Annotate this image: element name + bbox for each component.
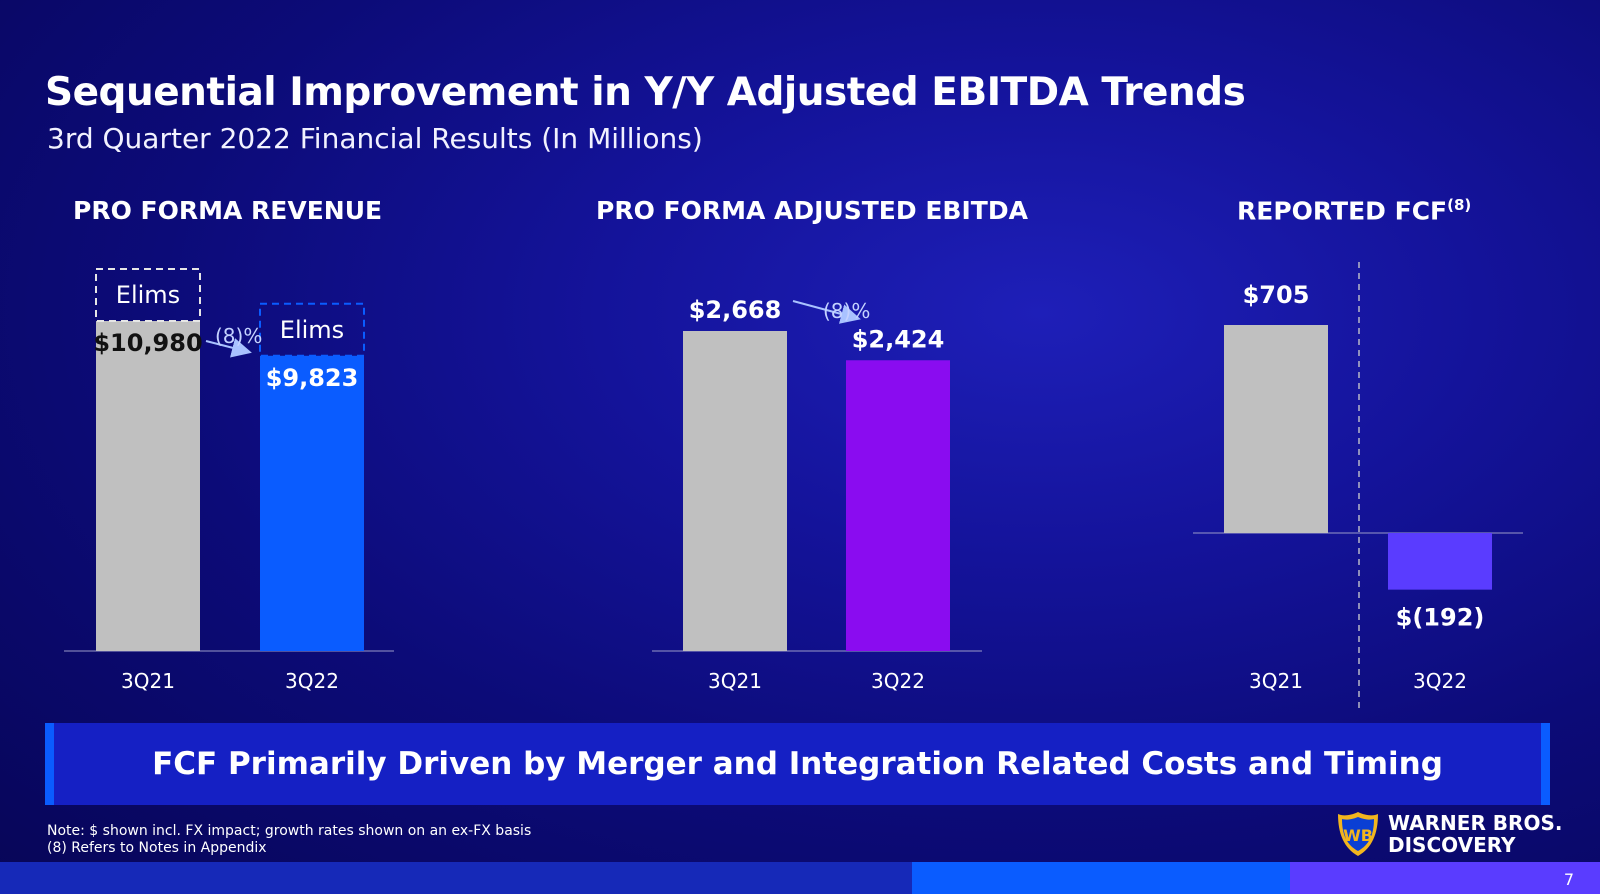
svg-text:WB: WB — [1343, 826, 1373, 845]
logo-line-2: DISCOVERY — [1388, 833, 1516, 857]
revenue-chart-title: PRO FORMA REVENUE — [73, 196, 383, 225]
ebitda-change-arrow — [792, 300, 861, 324]
ebitda-bar-3Q21 — [683, 331, 787, 651]
ebitda-chart-title: PRO FORMA ADJUSTED EBITDA — [596, 196, 1028, 225]
fcf-bar-3Q21 — [1224, 325, 1328, 533]
revenue-tick-3Q21: 3Q21 — [121, 669, 175, 693]
fcf-tick-3Q22: 3Q22 — [1413, 669, 1467, 693]
revenue-bar-3Q22 — [260, 355, 364, 651]
revenue-value-label-3Q22: $9,823 — [266, 364, 359, 392]
footer-bar-middle — [912, 862, 1290, 894]
revenue-elims-label-3Q21: Elims — [116, 281, 180, 309]
fcf-value-label-3Q22: $(192) — [1396, 604, 1485, 632]
wbd-shield-logo-icon: WB — [1336, 810, 1380, 858]
ebitda-value-label-3Q21: $2,668 — [689, 296, 782, 324]
footnote-fx: Note: $ shown incl. FX impact; growth ra… — [47, 823, 532, 839]
revenue-tick-3Q22: 3Q22 — [285, 669, 339, 693]
footer-bar-left — [0, 862, 912, 894]
fcf-bar-3Q22 — [1388, 533, 1492, 590]
footnote-appendix: (8) Refers to Notes in Appendix — [47, 840, 267, 856]
revenue-elims-label-3Q22: Elims — [280, 316, 344, 344]
revenue-elims-box-3Q21 — [95, 268, 201, 322]
ebitda-tick-3Q22: 3Q22 — [871, 669, 925, 693]
page-number: 7 — [1563, 870, 1574, 889]
footer-bar-right — [1290, 862, 1600, 894]
fcf-chart-title: REPORTED FCF(8) — [1237, 196, 1471, 225]
wbd-logo-text: WARNER BROS. DISCOVERY — [1388, 812, 1562, 856]
ebitda-value-label-3Q22: $2,424 — [852, 325, 945, 353]
revenue-value-label-3Q21: $10,980 — [93, 329, 202, 357]
revenue-change-label: (8)% — [215, 324, 262, 348]
fcf-title-footnote: (8) — [1447, 196, 1472, 214]
ebitda-change-label: (8)% — [823, 299, 870, 323]
banner-text: FCF Primarily Driven by Merger and Integ… — [152, 746, 1443, 782]
revenue-elims-box-3Q22 — [259, 302, 365, 357]
slide-title: Sequential Improvement in Y/Y Adjusted E… — [45, 70, 1246, 115]
ebitda-bar-3Q22 — [846, 360, 950, 651]
revenue-change-arrow — [205, 338, 252, 358]
fcf-title-text: REPORTED FCF — [1237, 196, 1448, 226]
summary-banner: FCF Primarily Driven by Merger and Integ… — [45, 723, 1550, 805]
ebitda-tick-3Q21: 3Q21 — [708, 669, 762, 693]
fcf-value-label-3Q21: $705 — [1243, 281, 1310, 309]
revenue-bar-3Q21 — [96, 321, 200, 651]
slide-subtitle: 3rd Quarter 2022 Financial Results (In M… — [47, 122, 703, 155]
logo-line-1: WARNER BROS. — [1388, 811, 1563, 835]
fcf-tick-3Q21: 3Q21 — [1249, 669, 1303, 693]
